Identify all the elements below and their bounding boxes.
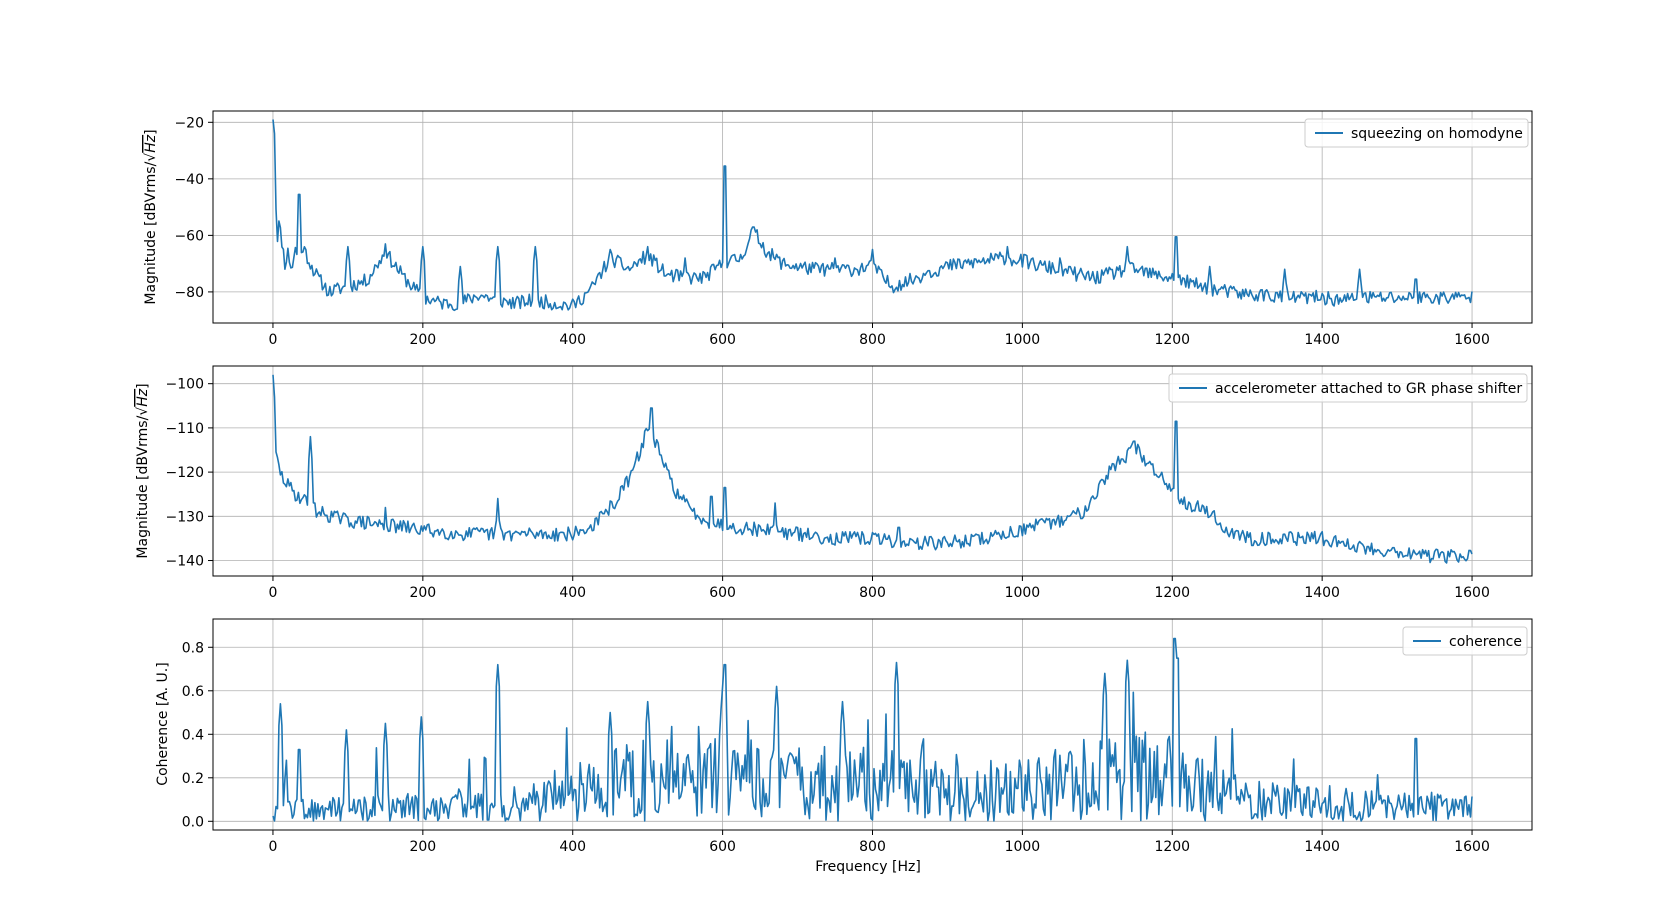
panel-coherence: 0 200 400 600 800 1000 1200 1400 1600 0.0 0.2 0.4 0.… [155,618,1533,855]
x-tick-label: 800 [859,839,886,855]
x-tick-label: 1200 [1154,585,1190,601]
y-axis-label: Magnitude [dBVrms/√Hz] [135,383,151,558]
x-tick-label: 1000 [1005,585,1041,601]
y-tick-label: −100 [166,377,204,393]
x-tick-label: 600 [709,839,736,855]
x-axis-label: Frequency [Hz] [815,859,921,875]
legend-box [1168,373,1528,403]
x-tick-label: 1600 [1454,332,1490,348]
y-tick-label: −120 [166,465,204,481]
x-tick-label: 200 [409,839,436,855]
x-tick-label: 0 [268,839,277,855]
legend: coherence [1402,626,1528,656]
y-tick-label: −20 [174,115,204,131]
y-tick-label: −110 [166,421,204,437]
y-tick-label: 0.8 [182,640,204,656]
legend: squeezing on homodyne [1304,118,1529,148]
y-tick-label: 0.6 [182,684,204,700]
x-tick-label: 1600 [1454,839,1490,855]
y-tick-label: 0.2 [182,771,204,787]
panel-accelerometer: 0 200 400 600 800 1000 1200 1400 1600 −100 −110 −12… [135,365,1533,601]
series-line-squeezing [272,119,1473,312]
x-tick-label: 1000 [1005,839,1041,855]
legend-box [1304,118,1529,148]
x-tick-label: 400 [559,839,586,855]
y-tick-label: −130 [166,509,204,525]
legend-label: squeezing on homodyne [1351,126,1523,142]
x-tick-label: 600 [709,332,736,348]
y-tick-label: 0.0 [182,814,204,830]
y-tick-label: −40 [174,172,204,188]
x-tick-label: 1200 [1154,839,1190,855]
legend-label: accelerometer attached to GR phase shift… [1215,381,1522,397]
x-tick-label: 1400 [1304,332,1340,348]
x-tick-label: 600 [709,585,736,601]
x-tick-label: 400 [559,332,586,348]
y-axis-label: Coherence [A. U.] [155,662,171,785]
y-tick-label: −80 [174,285,204,301]
x-tick-label: 200 [409,332,436,348]
x-tick-label: 1400 [1304,839,1340,855]
series-line-accelerometer [272,374,1473,564]
x-tick-label: 800 [859,332,886,348]
y-tick-label: −140 [166,554,204,570]
x-tick-label: 1600 [1454,585,1490,601]
panel-squeezing: 0 200 400 600 800 1000 1200 1400 1600 −20 −40 −60 −8… [143,110,1533,348]
x-tick-label: 1400 [1304,585,1340,601]
x-tick-label: 1200 [1154,332,1190,348]
x-tick-label: 400 [559,585,586,601]
legend-box [1402,626,1528,656]
y-axis-label: Magnitude [dBVrms/√Hz] [143,129,159,304]
y-tick-label: 0.4 [182,727,204,743]
x-tick-label: 0 [268,332,277,348]
legend-label: coherence [1449,634,1522,650]
x-tick-label: 800 [859,585,886,601]
legend: accelerometer attached to GR phase shift… [1168,373,1528,403]
series-line-coherence [272,637,1473,822]
x-tick-label: 0 [268,585,277,601]
x-tick-label: 1000 [1005,332,1041,348]
x-tick-label: 200 [409,585,436,601]
y-tick-label: −60 [174,228,204,244]
